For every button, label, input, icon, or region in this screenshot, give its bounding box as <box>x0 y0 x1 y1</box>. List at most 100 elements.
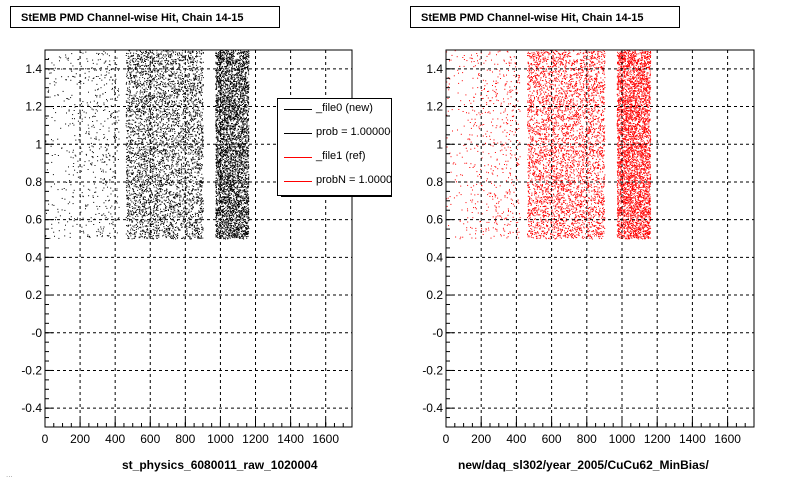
scatter-point <box>127 169 128 171</box>
scatter-point <box>127 131 129 133</box>
scatter-point <box>192 64 193 66</box>
scatter-point <box>136 71 138 73</box>
scatter-point <box>182 220 184 222</box>
scatter-point <box>74 154 76 156</box>
scatter-point <box>152 109 154 111</box>
scatter-point <box>196 142 198 144</box>
scatter-point <box>96 63 98 65</box>
scatter-point <box>176 160 178 162</box>
scatter-point <box>131 114 133 116</box>
scatter-point <box>158 150 160 152</box>
scatter-point <box>165 192 167 194</box>
scatter-point <box>146 220 148 222</box>
scatter-point <box>101 236 103 238</box>
scatter-point <box>197 124 199 126</box>
scatter-point <box>152 176 154 178</box>
scatter-point <box>142 93 144 95</box>
scatter-point <box>199 157 201 159</box>
scatter-point <box>147 59 149 61</box>
scatter-point <box>108 72 110 74</box>
scatter-point <box>164 178 166 180</box>
scatter-point <box>150 83 152 85</box>
scatter-point <box>189 200 191 202</box>
scatter-point <box>187 97 188 99</box>
scatter-point <box>193 73 195 75</box>
scatter-point <box>142 186 144 188</box>
scatter-point <box>150 113 152 115</box>
scatter-point <box>137 83 139 85</box>
scatter-point <box>189 174 191 176</box>
scatter-point <box>87 234 89 236</box>
scatter-point <box>144 100 146 102</box>
scatter-point <box>184 141 185 143</box>
scatter-point <box>175 100 177 102</box>
scatter-point <box>168 64 170 66</box>
scatter-point <box>147 126 149 128</box>
scatter-point <box>149 219 151 221</box>
scatter-point <box>184 71 186 73</box>
scatter-point <box>178 140 180 142</box>
scatter-point <box>158 69 160 71</box>
scatter-point <box>199 204 201 206</box>
scatter-point <box>113 117 115 119</box>
scatter-point <box>155 172 157 174</box>
scatter-point <box>187 108 189 110</box>
scatter-point <box>156 195 158 197</box>
scatter-point <box>158 117 159 119</box>
scatter-point <box>138 143 140 145</box>
scatter-point <box>147 128 148 130</box>
scatter-point <box>189 111 190 113</box>
scatter-point <box>160 159 162 161</box>
scatter-point <box>154 195 156 197</box>
scatter-point <box>193 83 195 85</box>
scatter-point <box>91 145 93 147</box>
scatter-point <box>179 204 181 205</box>
scatter-point <box>188 144 190 145</box>
scatter-point <box>184 147 186 149</box>
scatter-point <box>149 162 151 164</box>
scatter-point <box>179 54 181 56</box>
scatter-point <box>45 141 47 143</box>
scatter-point <box>199 55 201 57</box>
scatter-point <box>194 158 196 160</box>
scatter-point <box>201 173 203 175</box>
scatter-point <box>128 67 130 69</box>
scatter-point <box>166 202 168 203</box>
scatter-point <box>185 125 187 127</box>
scatter-point <box>183 56 185 58</box>
scatter-point <box>201 132 203 134</box>
scatter-point <box>103 202 105 204</box>
scatter-point <box>171 59 173 61</box>
scatter-point <box>136 126 138 127</box>
scatter-point <box>98 54 99 55</box>
scatter-point <box>132 143 134 145</box>
scatter-point <box>171 206 173 208</box>
scatter-point <box>162 211 164 213</box>
scatter-point <box>103 110 105 111</box>
scatter-point <box>183 129 185 130</box>
scatter-point <box>159 76 161 78</box>
scatter-point <box>152 50 154 52</box>
scatter-point <box>142 128 144 130</box>
scatter-point <box>162 235 164 237</box>
scatter-point <box>140 101 142 103</box>
scatter-point <box>164 71 166 73</box>
scatter-point <box>159 84 161 86</box>
scatter-point <box>192 203 194 205</box>
scatter-point <box>148 53 150 55</box>
scatter-point <box>196 104 198 105</box>
scatter-point <box>222 54 224 56</box>
scatter-point <box>241 196 243 198</box>
scatter-point <box>177 164 179 166</box>
scatter-point <box>174 77 176 79</box>
scatter-point <box>176 135 178 137</box>
scatter-point <box>128 116 130 118</box>
scatter-point <box>178 180 180 181</box>
scatter-point <box>127 230 129 232</box>
scatter-point <box>189 128 191 130</box>
scatter-point <box>157 184 159 186</box>
scatter-point <box>139 58 141 60</box>
scatter-point <box>155 196 157 198</box>
scatter-point <box>147 198 149 200</box>
scatter-point <box>160 180 162 181</box>
